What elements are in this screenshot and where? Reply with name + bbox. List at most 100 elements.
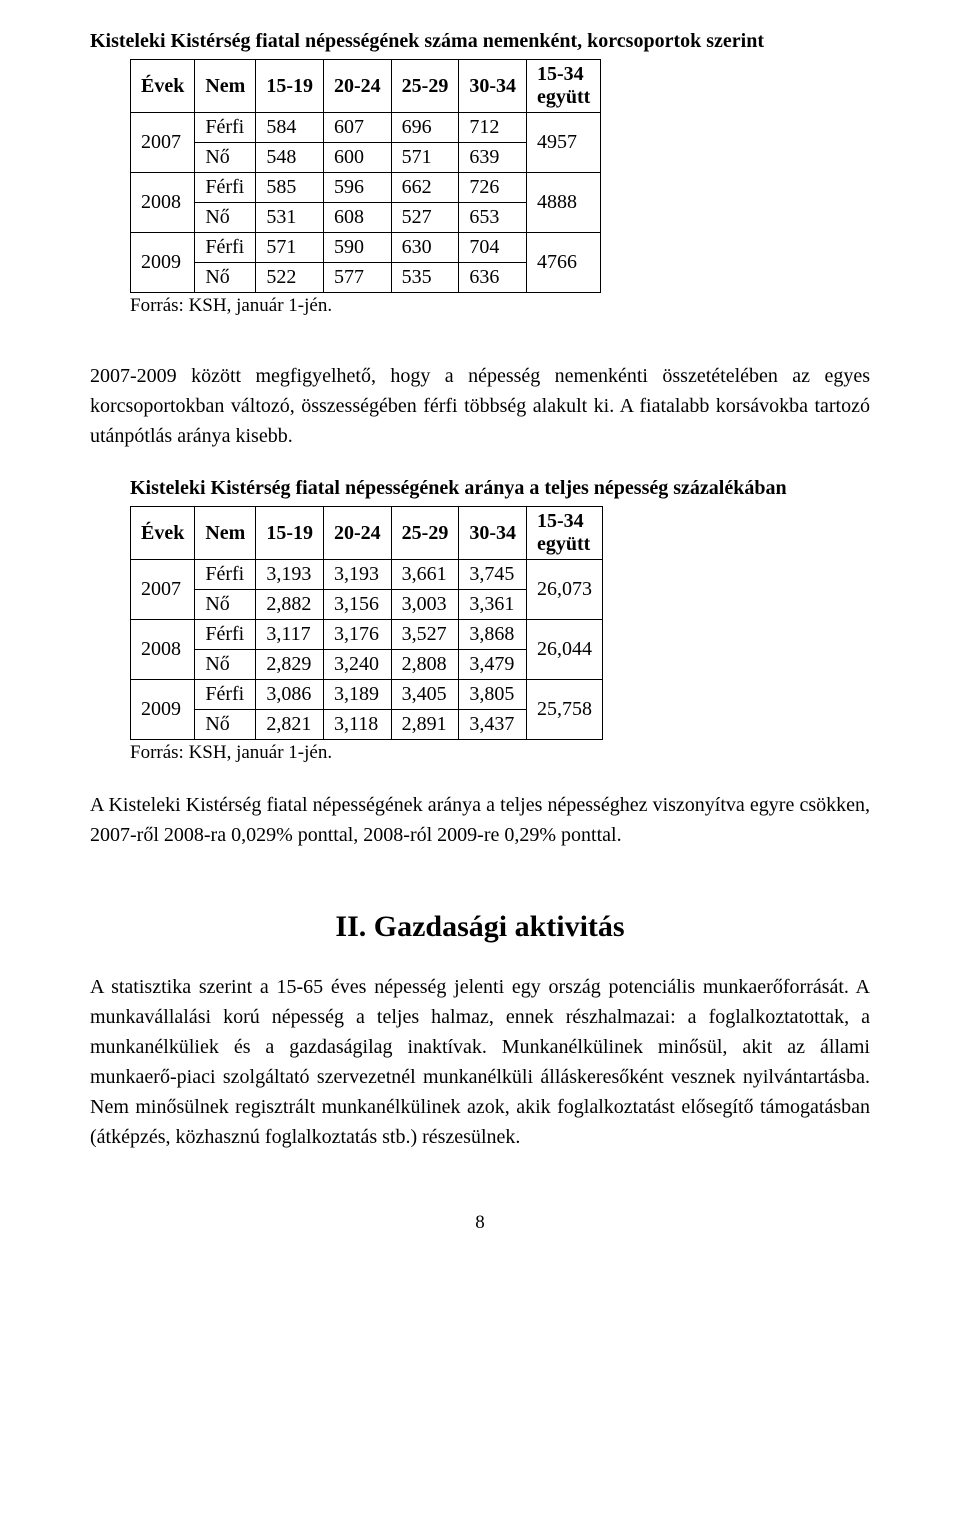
cell: 585 (256, 173, 324, 203)
cell: 527 (391, 203, 459, 233)
cell: 607 (324, 113, 392, 143)
paragraph-3: A statisztika szerint a 15-65 éves népes… (90, 972, 870, 1152)
th-egyutt: 15-34 együtt (527, 60, 601, 113)
cell: 596 (324, 173, 392, 203)
cell: 3,745 (459, 560, 527, 590)
cell: 2,808 (391, 650, 459, 680)
cell: 3,117 (256, 620, 324, 650)
cell: 3,193 (324, 560, 392, 590)
cell-nem: Nő (195, 263, 256, 293)
cell-nem: Férfi (195, 680, 256, 710)
cell-nem: Férfi (195, 173, 256, 203)
th-2024: 20-24 (324, 60, 392, 113)
cell: 522 (256, 263, 324, 293)
table2-title: Kisteleki Kistérség fiatal népességének … (130, 477, 870, 500)
cell: 704 (459, 233, 527, 263)
th-egyutt-a: 15-34 (537, 510, 584, 532)
cell: 3,189 (324, 680, 392, 710)
cell: 577 (324, 263, 392, 293)
cell: 3,437 (459, 710, 527, 740)
th-egyutt-b: együtt (537, 533, 590, 555)
cell-year: 2008 (131, 173, 195, 233)
cell: 3,240 (324, 650, 392, 680)
table-row: 2007 Férfi 584 607 696 712 4957 (131, 113, 601, 143)
cell-nem: Nő (195, 590, 256, 620)
section-heading: II. Gazdasági aktivitás (90, 910, 870, 944)
th-3034: 30-34 (459, 507, 527, 560)
cell: 3,118 (324, 710, 392, 740)
cell: 636 (459, 263, 527, 293)
th-1519: 15-19 (256, 507, 324, 560)
page-container: Kisteleki Kistérség fiatal népességének … (0, 0, 960, 1274)
cell: 3,527 (391, 620, 459, 650)
cell: 3,868 (459, 620, 527, 650)
th-1519: 15-19 (256, 60, 324, 113)
cell: 3,156 (324, 590, 392, 620)
page-number: 8 (90, 1212, 870, 1234)
cell: 531 (256, 203, 324, 233)
cell: 2,891 (391, 710, 459, 740)
th-nem: Nem (195, 507, 256, 560)
cell: 584 (256, 113, 324, 143)
cell-year: 2009 (131, 680, 195, 740)
th-2529: 25-29 (391, 507, 459, 560)
cell-nem: Férfi (195, 113, 256, 143)
table2: Évek Nem 15-19 20-24 25-29 30-34 15-34 e… (130, 506, 603, 740)
table2-header-row: Évek Nem 15-19 20-24 25-29 30-34 15-34 e… (131, 507, 603, 560)
cell: 3,805 (459, 680, 527, 710)
cell: 726 (459, 173, 527, 203)
cell: 3,193 (256, 560, 324, 590)
cell-sum: 4957 (527, 113, 601, 173)
cell: 571 (256, 233, 324, 263)
th-egyutt-a: 15-34 (537, 63, 584, 85)
cell: 2,829 (256, 650, 324, 680)
cell-nem: Nő (195, 203, 256, 233)
cell: 2,821 (256, 710, 324, 740)
cell-nem: Nő (195, 143, 256, 173)
cell-year: 2008 (131, 620, 195, 680)
cell: 3,361 (459, 590, 527, 620)
cell: 590 (324, 233, 392, 263)
th-egyutt: 15-34 együtt (527, 507, 603, 560)
cell: 600 (324, 143, 392, 173)
cell-sum: 26,073 (527, 560, 603, 620)
cell: 3,405 (391, 680, 459, 710)
th-egyutt-b: együtt (537, 86, 590, 108)
cell-year: 2009 (131, 233, 195, 293)
cell: 662 (391, 173, 459, 203)
cell: 608 (324, 203, 392, 233)
cell: 548 (256, 143, 324, 173)
cell: 639 (459, 143, 527, 173)
cell-sum: 4888 (527, 173, 601, 233)
cell-sum: 25,758 (527, 680, 603, 740)
cell: 653 (459, 203, 527, 233)
cell-sum: 4766 (527, 233, 601, 293)
cell: 696 (391, 113, 459, 143)
th-2024: 20-24 (324, 507, 392, 560)
cell: 3,661 (391, 560, 459, 590)
cell: 630 (391, 233, 459, 263)
table-row: 2009 Férfi 3,086 3,189 3,405 3,805 25,75… (131, 680, 603, 710)
th-3034: 30-34 (459, 60, 527, 113)
cell-nem: Nő (195, 650, 256, 680)
th-nem: Nem (195, 60, 256, 113)
table-row: 2008 Férfi 585 596 662 726 4888 (131, 173, 601, 203)
cell-nem: Nő (195, 710, 256, 740)
table1-header-row: Évek Nem 15-19 20-24 25-29 30-34 15-34 e… (131, 60, 601, 113)
th-2529: 25-29 (391, 60, 459, 113)
cell: 3,086 (256, 680, 324, 710)
cell-sum: 26,044 (527, 620, 603, 680)
cell: 2,882 (256, 590, 324, 620)
cell-year: 2007 (131, 560, 195, 620)
cell: 535 (391, 263, 459, 293)
cell: 3,003 (391, 590, 459, 620)
th-evek: Évek (131, 507, 195, 560)
cell: 3,479 (459, 650, 527, 680)
th-evek: Évek (131, 60, 195, 113)
paragraph-2: A Kisteleki Kistérség fiatal népességéne… (90, 790, 870, 850)
cell-nem: Férfi (195, 620, 256, 650)
table-row: 2007 Férfi 3,193 3,193 3,661 3,745 26,07… (131, 560, 603, 590)
paragraph-1: 2007-2009 között megfigyelhető, hogy a n… (90, 361, 870, 451)
cell-nem: Férfi (195, 233, 256, 263)
table1-source: Forrás: KSH, január 1-jén. (130, 295, 870, 317)
